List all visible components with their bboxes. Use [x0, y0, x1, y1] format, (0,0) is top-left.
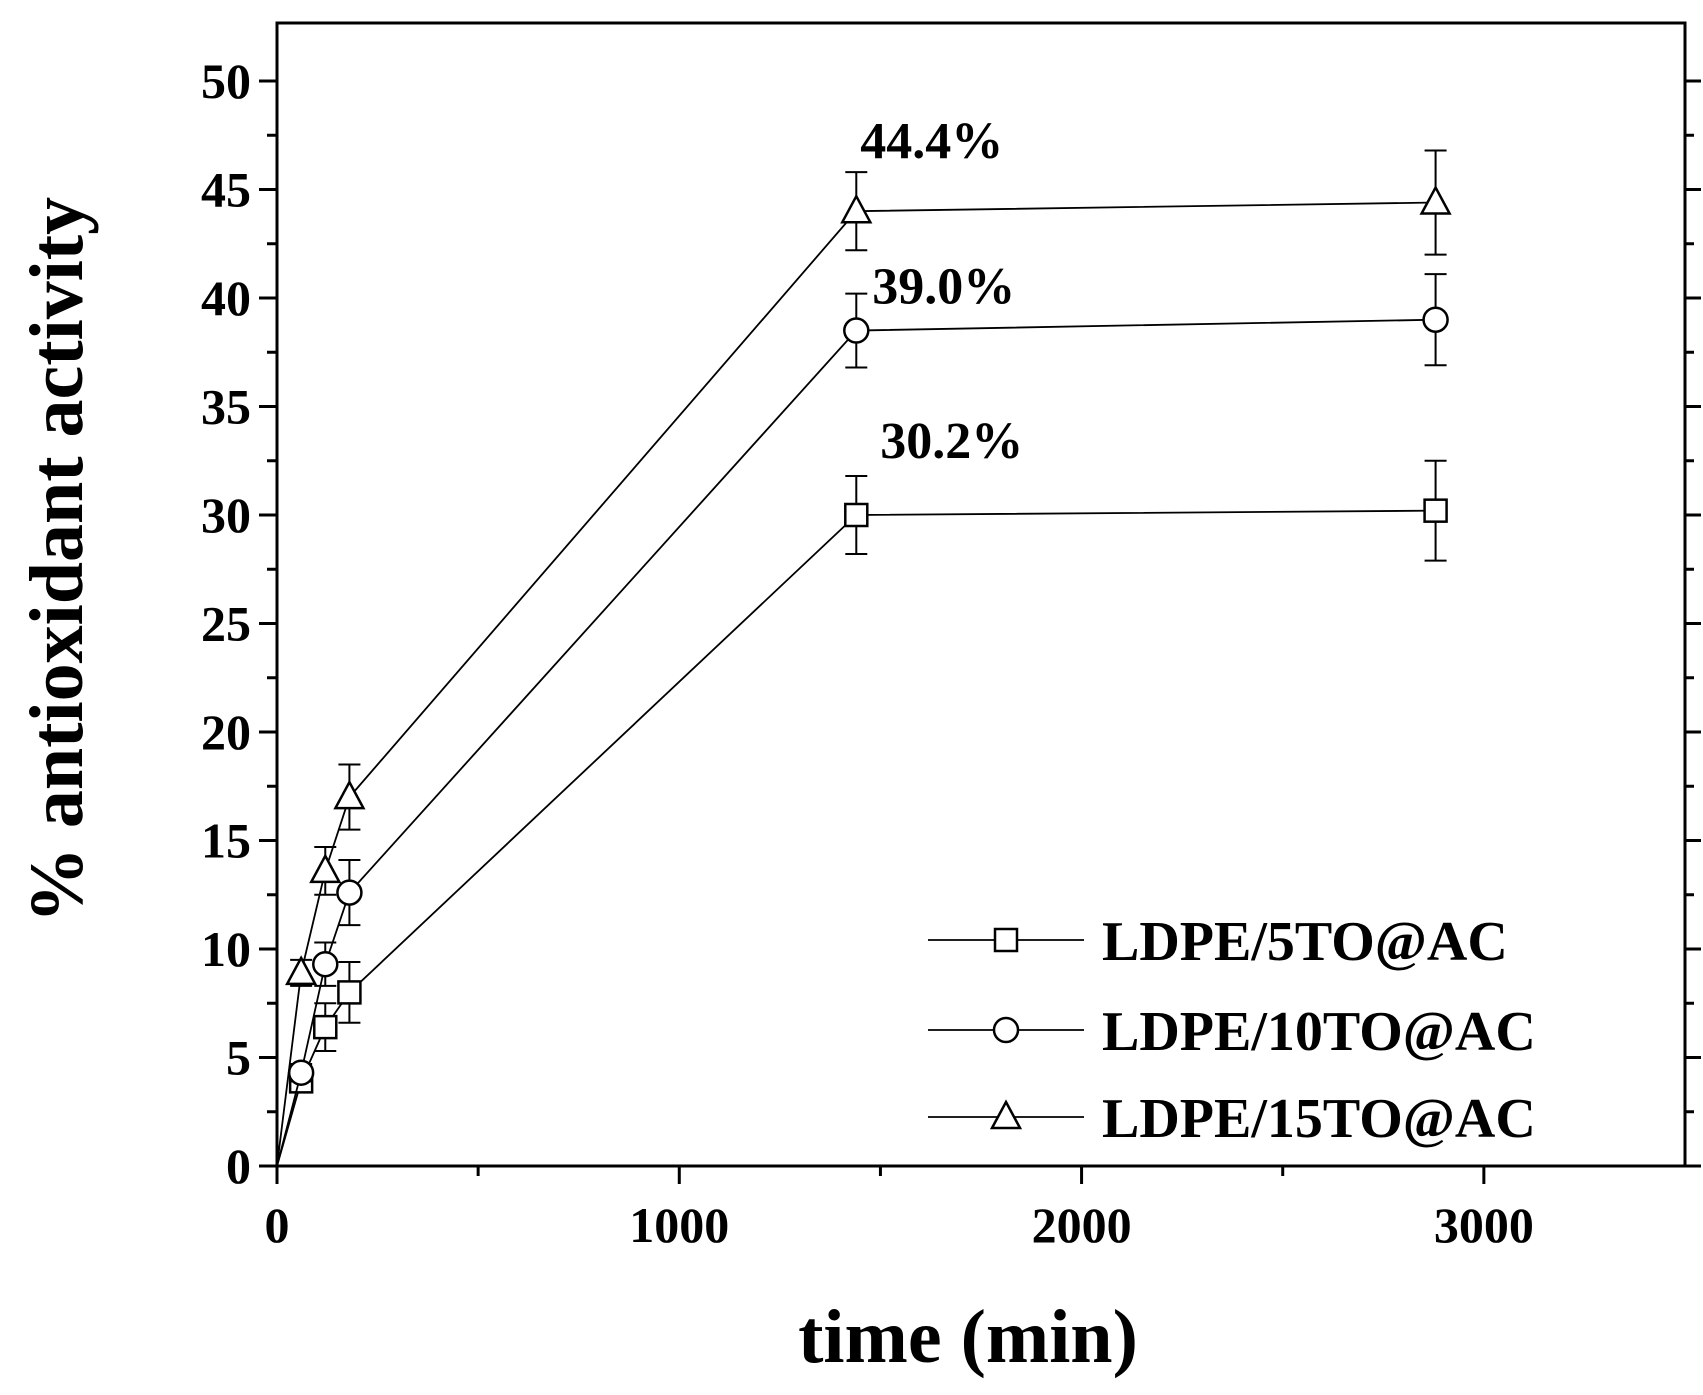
legend-label: LDPE/5TO@AC [1102, 911, 1508, 973]
data-point-circle [336, 879, 363, 906]
y-tick-label: 45 [201, 162, 251, 218]
series-line [276, 318, 1436, 1167]
y-tick-label: 20 [201, 704, 251, 760]
y-tick-label: 25 [201, 596, 251, 652]
legend-entry: LDPE/10TO@AC [928, 1001, 1536, 1063]
value-annotation: 39.0% [872, 259, 1015, 316]
data-point-circle [287, 1059, 315, 1086]
x-tick-label: 0 [265, 1197, 290, 1253]
legend-marker-square [993, 927, 1019, 953]
x-tick-label: 3000 [1434, 1197, 1534, 1253]
data-point-triangle [1419, 184, 1452, 215]
data-point-circle [1422, 306, 1449, 333]
value-annotation: 44.4% [860, 113, 1003, 170]
series-square [276, 459, 1448, 1167]
y-tick-label: 30 [201, 487, 251, 543]
data-point-square [844, 502, 869, 528]
series-line [276, 201, 1436, 1167]
data-point-triangle [309, 853, 342, 884]
plot-frame [275, 21, 1687, 1168]
series-circle [276, 273, 1449, 1167]
series-line [276, 509, 1436, 1167]
legend-marker-triangle [989, 1099, 1023, 1130]
data-point-square [337, 980, 362, 1005]
y-tick-label: 40 [201, 270, 251, 326]
legend-label: LDPE/10TO@AC [1102, 1001, 1536, 1063]
annotations-layer: 44.4% 39.0% 30.2% [860, 113, 1023, 470]
data-point-triangle [333, 779, 366, 810]
y-tick-label: 50 [201, 53, 251, 109]
data-point-circle [843, 317, 870, 344]
y-tick-label: 10 [201, 921, 251, 977]
value-annotation: 30.2% [880, 413, 1023, 470]
legend-entry: LDPE/15TO@AC [928, 1088, 1536, 1150]
y-axis-title: % antioxidant activity [15, 197, 99, 923]
y-tick-label: 15 [201, 813, 251, 869]
legend-marker-circle [992, 1016, 1020, 1044]
data-point-triangle [840, 193, 873, 224]
y-tick-label: 35 [201, 379, 251, 435]
data-point-circle [312, 950, 339, 978]
plot-series-layer [276, 149, 1452, 1167]
y-tick-label: 5 [226, 1030, 251, 1086]
axes-layer: 0 5 10 15 20 25 30 35 40 45 50 0 1000 2000 3000 [201, 53, 1701, 1253]
legend-entry: LDPE/5TO@AC [928, 911, 1508, 973]
legend: LDPE/5TO@AC LDPE/10TO@AC LDPE/15TO@AC [928, 911, 1536, 1150]
x-tick-label: 2000 [1032, 1197, 1132, 1253]
data-point-square [313, 1014, 338, 1040]
legend-label: LDPE/15TO@AC [1102, 1088, 1536, 1150]
y-tick-label: 0 [226, 1138, 251, 1194]
x-axis-title: time (min) [798, 1295, 1138, 1379]
data-point-triangle [285, 955, 318, 986]
data-point-square [1423, 498, 1448, 523]
series-triangle [276, 149, 1452, 1167]
x-tick-label: 1000 [629, 1197, 729, 1253]
